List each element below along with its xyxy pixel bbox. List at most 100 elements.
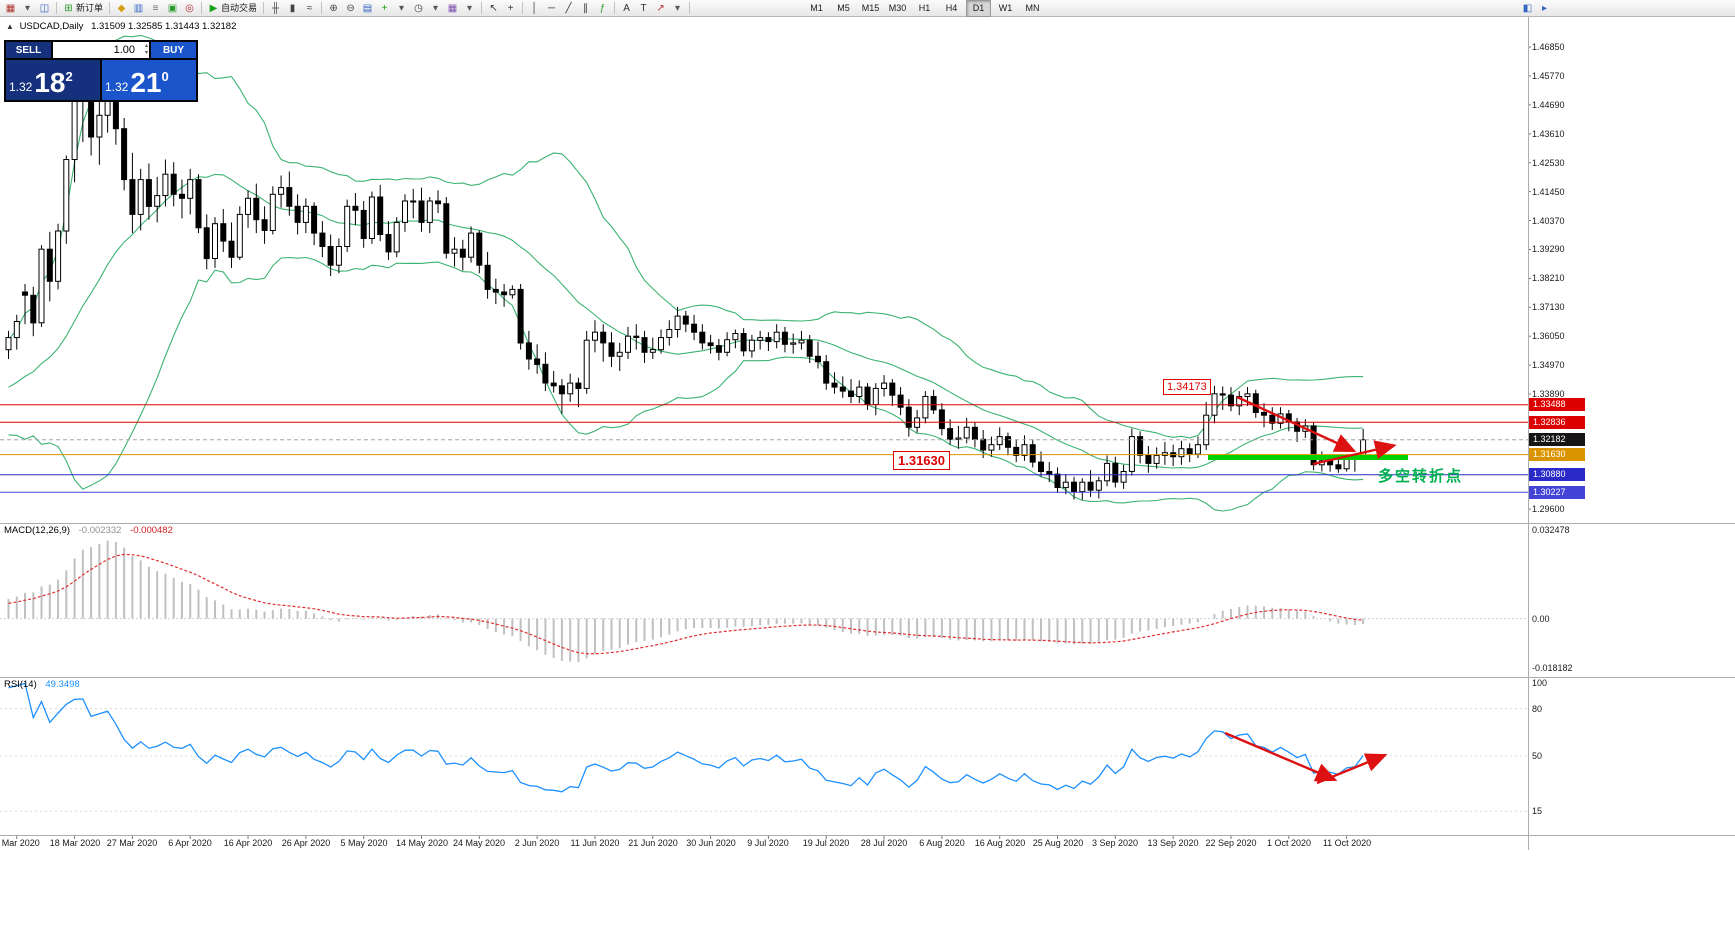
price-tick-1.33890: 1.33890 [1532,389,1565,399]
buy-button[interactable]: BUY [151,42,196,58]
macd-signal-line [8,553,1364,655]
toolbar-arrows-dropdown-button[interactable]: ▾ [669,0,686,17]
buy-price-pips: 21 [130,67,162,98]
toolbar-profiles-button[interactable]: ◫ [36,0,53,17]
toolbar-data-window-button[interactable]: ▥ [130,0,147,17]
date-label: 16 Aug 2020 [974,838,1026,848]
buy-price-point: 0 [161,69,169,84]
symbol-period: USDCAD,Daily [19,21,84,32]
trend-arrow-2[interactable] [1312,440,1397,466]
support-price-label[interactable]: 1.31630 [893,451,950,470]
timeframe-m15[interactable]: M15 [861,3,880,13]
turning-point-label[interactable]: 多空转折点 [1378,468,1464,485]
date-label: 6 Apr 2020 [168,838,212,848]
toolbar-new-order-button[interactable]: ⊞ 新订单 [60,0,106,17]
cursor-icon: ↖ [489,2,498,14]
collapse-arrow-icon[interactable]: ▲ [6,22,14,31]
date-label: 9 Jul 2020 [747,838,789,848]
trend-arrow-1[interactable] [1236,395,1357,453]
toolbar-new-chart-button[interactable]: ▦ [2,0,19,17]
lot-spinner[interactable]: ▴ ▾ [145,43,148,57]
toolbar-chart-shift-button[interactable]: ◧ [1519,0,1536,17]
date-label: 26 Apr 2020 [281,838,331,848]
sell-price-panel[interactable]: 1.32 18 2 [6,60,100,100]
macd-axis-0.032478: 0.032478 [1532,525,1570,535]
sell-button[interactable]: SELL [6,42,51,58]
toolbar-zoom-in-button[interactable]: ⊕ [325,0,342,17]
peak-price-label[interactable]: 1.34173 [1163,379,1211,395]
date-label: 5 May 2020 [340,838,388,848]
timeframe-mn[interactable]: MN [1025,3,1040,13]
toolbar-line-chart-button[interactable]: ≈ [301,0,318,17]
pane-separator-rsi[interactable] [0,677,1735,678]
lot-size-box: ▴ ▾ [53,42,149,58]
price-tick-1.46850: 1.46850 [1532,42,1565,52]
timeframe-w1[interactable]: W1 [998,3,1013,13]
arrows-dropdown-icon: ▾ [675,2,681,14]
date-label: 11 Oct 2020 [1322,838,1372,848]
trend-arrow-4[interactable] [1316,753,1388,785]
toolbar-text-button[interactable]: A [618,0,635,17]
toolbar-periods-button[interactable]: ◷ [410,0,427,17]
macd-main-value: -0.002332 [78,525,122,536]
toolbar-vertical-line-button[interactable]: │ [526,0,543,17]
timeframe-m1[interactable]: M1 [810,3,823,13]
toolbar-label-button[interactable]: T [635,0,652,17]
bar-chart-icon: ╫ [271,2,280,14]
toolbar-separator [522,2,524,14]
toolbar-strategy-tester-button[interactable]: ◎ [181,0,198,17]
toolbar-terminal-button[interactable]: ▣ [164,0,181,17]
toolbar-channel-button[interactable]: ∥ [577,0,594,17]
price-tick-1.34970: 1.34970 [1532,360,1565,370]
toolbar-candlestick-chart-button[interactable]: ▮ [284,0,301,17]
rsi-label: RSI(14) 49.3498 [4,679,80,690]
date-label: 19 Jul 2020 [802,838,850,848]
date-label: 22 Sep 2020 [1205,838,1257,848]
toolbar-separator [689,2,691,14]
toolbar-indicators-dropdown-button[interactable]: ▾ [393,0,410,17]
toolbar-market-watch-button[interactable]: ◆ [113,0,130,17]
toolbar-horizontal-line-button[interactable]: ─ [543,0,560,17]
profiles-icon: ◫ [39,2,50,14]
toolbar-auto-trading-button[interactable]: ▶ 自动交易 [205,0,260,17]
toolbar-crosshair-button[interactable]: + [502,0,519,17]
timeframe-h1[interactable]: H1 [918,3,931,13]
periods-dropdown-icon: ▾ [433,2,439,14]
toolbar-periods-dropdown-button[interactable]: ▾ [427,0,444,17]
toolbar-auto-scroll-button[interactable]: ▸ [1536,0,1553,17]
price-tick-1.43610: 1.43610 [1532,129,1565,139]
toolbar-new-chart-dropdown-button[interactable]: ▾ [19,0,36,17]
ohlc-values: 1.31509 1.32585 1.31443 1.32182 [91,21,237,32]
toolbar-navigator-button[interactable]: ≡ [147,0,164,17]
rsi-axis-80: 80 [1532,704,1543,714]
toolbar-fibonacci-button[interactable]: ƒ [594,0,611,17]
timeframe-m5[interactable]: M5 [837,3,850,13]
rsi-axis-100: 100 [1532,678,1548,688]
toolbar-arrows-tool-button[interactable]: ↗ [652,0,669,17]
lot-size-input[interactable] [53,43,149,57]
toolbar-bar-chart-button[interactable]: ╫ [267,0,284,17]
toolbar-templates-dropdown-button[interactable]: ▾ [461,0,478,17]
timeframe-d1[interactable]: D1 [966,0,992,17]
toolbar-separator [321,2,323,14]
new-order-icon: ⊞ [64,2,73,14]
toolbar-tile-windows-button[interactable]: ▤ [359,0,376,17]
spin-down-icon[interactable]: ▾ [144,50,148,56]
toolbar-cursor-button[interactable]: ↖ [485,0,502,17]
toolbar-separator [481,2,483,14]
zoom-out-icon: ⊖ [346,2,355,14]
spin-up-icon[interactable]: ▴ [144,43,148,49]
date-label: 27 Mar 2020 [106,838,158,848]
trend-arrow-3[interactable] [1224,731,1338,782]
toolbar-zoom-out-button[interactable]: ⊖ [342,0,359,17]
buy-price-panel[interactable]: 1.32 21 0 [102,60,196,100]
timeframe-h4[interactable]: H4 [945,3,958,13]
pane-separator-macd[interactable] [0,523,1735,524]
toolbar-templates-button[interactable]: ▦ [444,0,461,17]
toolbar-trendline-button[interactable]: ╱ [560,0,577,17]
rsi-value: 49.3498 [45,679,80,690]
toolbar-indicators-button[interactable]: + [376,0,393,17]
strategy-tester-icon: ◎ [185,2,194,14]
timeframe-m30[interactable]: M30 [888,3,907,13]
